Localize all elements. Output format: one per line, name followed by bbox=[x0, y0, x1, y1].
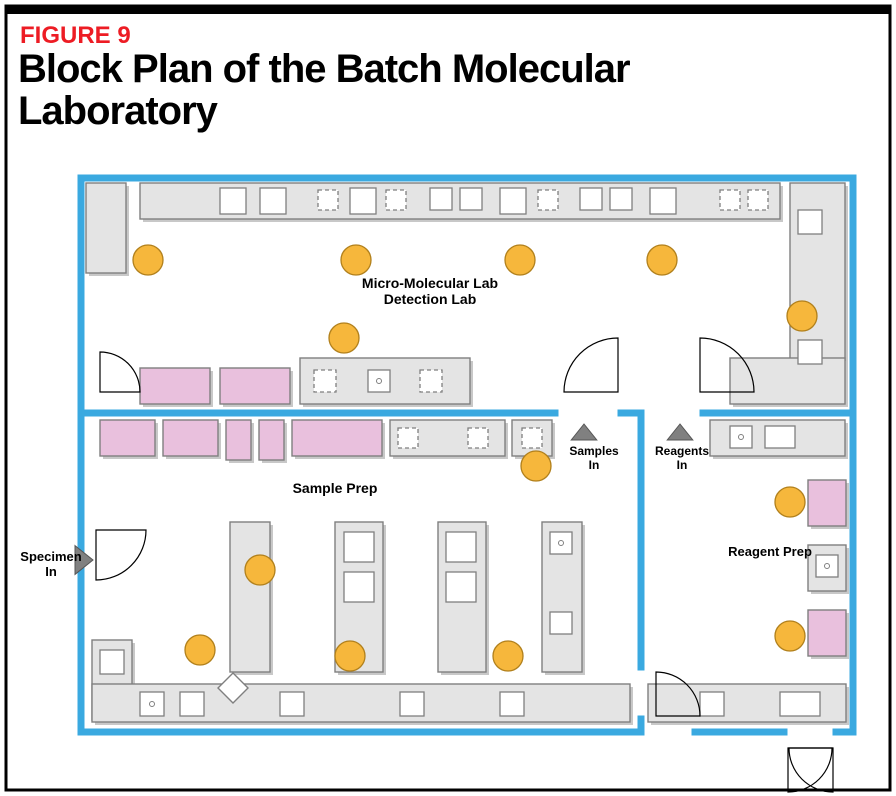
wall bbox=[78, 410, 558, 416]
door-swing bbox=[100, 352, 140, 392]
label-detection-lab: Micro-Molecular LabDetection Lab bbox=[330, 275, 530, 307]
equipment-icon bbox=[610, 188, 632, 210]
equipment-icon bbox=[468, 428, 488, 448]
equipment-icon bbox=[460, 188, 482, 210]
equipment-icon bbox=[430, 188, 452, 210]
wall bbox=[78, 729, 638, 735]
stool-icon bbox=[133, 245, 163, 275]
equipment-icon bbox=[140, 692, 164, 716]
equipment-icon bbox=[344, 572, 374, 602]
equipment-icon bbox=[700, 692, 724, 716]
equipment-icon bbox=[446, 532, 476, 562]
equipment-icon bbox=[180, 692, 204, 716]
equipment-icon bbox=[100, 650, 124, 674]
label-samples-in: SamplesIn bbox=[558, 445, 630, 473]
door-swing bbox=[96, 530, 146, 580]
equipment-icon bbox=[420, 370, 442, 392]
wall bbox=[78, 175, 856, 181]
equipment-icon bbox=[720, 190, 740, 210]
equipment-icon bbox=[748, 190, 768, 210]
equipment-icon bbox=[318, 190, 338, 210]
cabinet-pink bbox=[259, 420, 284, 460]
cabinet-pink bbox=[808, 480, 846, 526]
cabinet-pink bbox=[100, 420, 155, 456]
flow-arrow-icon bbox=[571, 424, 597, 440]
stool-icon bbox=[329, 323, 359, 353]
label-sample-prep: Sample Prep bbox=[260, 480, 410, 496]
equipment-icon bbox=[400, 692, 424, 716]
cabinet-pink bbox=[163, 420, 218, 456]
equipment-icon bbox=[650, 188, 676, 214]
equipment-icon bbox=[538, 190, 558, 210]
equipment-icon bbox=[398, 428, 418, 448]
equipment-icon bbox=[550, 612, 572, 634]
label-reagents-in: ReagentsIn bbox=[646, 445, 718, 473]
equipment-icon bbox=[780, 692, 820, 716]
stool-icon bbox=[341, 245, 371, 275]
equipment-icon bbox=[798, 210, 822, 234]
equipment-icon bbox=[730, 426, 752, 448]
cabinet-pink bbox=[226, 420, 251, 460]
stool-icon bbox=[647, 245, 677, 275]
equipment-icon bbox=[550, 532, 572, 554]
door-swing bbox=[564, 338, 618, 392]
equipment-icon bbox=[280, 692, 304, 716]
wall bbox=[833, 729, 856, 735]
stool-icon bbox=[335, 641, 365, 671]
stool-icon bbox=[185, 635, 215, 665]
equipment-icon bbox=[798, 340, 822, 364]
equipment-icon bbox=[368, 370, 390, 392]
wall bbox=[692, 729, 787, 735]
label-reagent-prep: Reagent Prep bbox=[720, 545, 820, 560]
wall bbox=[700, 410, 856, 416]
cabinet-pink bbox=[292, 420, 382, 456]
stool-icon bbox=[245, 555, 275, 585]
equipment-icon bbox=[220, 188, 246, 214]
stool-icon bbox=[787, 301, 817, 331]
cabinet-pink bbox=[808, 610, 846, 656]
equipment-icon bbox=[765, 426, 795, 448]
cabinet-pink bbox=[140, 368, 210, 404]
equipment-icon bbox=[386, 190, 406, 210]
wall bbox=[850, 175, 856, 735]
equipment-icon bbox=[314, 370, 336, 392]
wall bbox=[78, 175, 84, 735]
bench bbox=[92, 684, 630, 722]
equipment-icon bbox=[260, 188, 286, 214]
equipment-icon bbox=[522, 428, 542, 448]
stool-icon bbox=[505, 245, 535, 275]
stool-icon bbox=[775, 487, 805, 517]
wall bbox=[638, 716, 644, 735]
wall bbox=[618, 410, 638, 416]
flow-arrow-icon bbox=[667, 424, 693, 440]
bench bbox=[86, 183, 126, 273]
stool-icon bbox=[521, 451, 551, 481]
wall bbox=[638, 410, 644, 670]
label-specimen-in: SpecimenIn bbox=[15, 550, 87, 580]
stool-icon bbox=[493, 641, 523, 671]
equipment-icon bbox=[350, 188, 376, 214]
floor-plan bbox=[0, 0, 896, 796]
stool-icon bbox=[775, 621, 805, 651]
cabinet-pink bbox=[220, 368, 290, 404]
equipment-icon bbox=[500, 692, 524, 716]
bench bbox=[230, 522, 270, 672]
equipment-icon bbox=[446, 572, 476, 602]
equipment-icon bbox=[344, 532, 374, 562]
equipment-icon bbox=[580, 188, 602, 210]
figure-stage: FIGURE 9 Block Plan of the Batch Molecul… bbox=[0, 0, 896, 796]
equipment-icon bbox=[500, 188, 526, 214]
